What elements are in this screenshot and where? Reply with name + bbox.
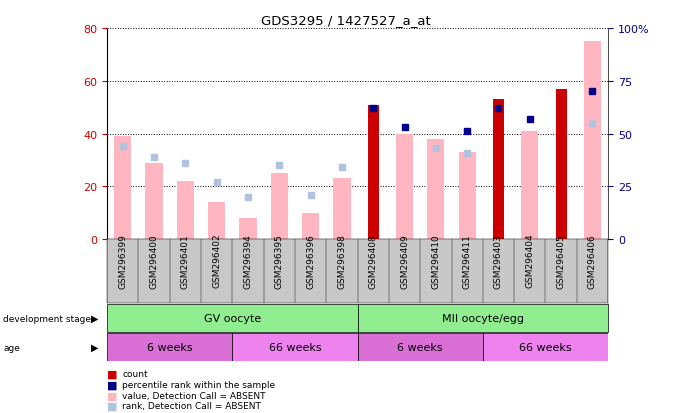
Text: ▶: ▶ [91,313,99,323]
Bar [146,163,162,240]
Text: GDS3295 / 1427527_a_at: GDS3295 / 1427527_a_at [261,14,430,27]
Bar [556,90,567,240]
Bar [427,140,444,240]
Bar [208,203,225,240]
Bar [521,132,538,240]
Bar [358,333,483,361]
Text: 6 weeks: 6 weeks [397,342,443,352]
Bar [114,137,131,240]
Bar [271,174,288,240]
Bar [493,100,504,240]
Text: MII oocyte/egg: MII oocyte/egg [442,313,524,323]
Text: development stage: development stage [3,314,91,323]
Text: count: count [122,369,148,378]
Bar [483,333,608,361]
Text: ■: ■ [107,380,117,389]
Bar [333,179,350,240]
Bar [107,333,232,361]
Text: 66 weeks: 66 weeks [519,342,571,352]
Bar [584,42,601,240]
Bar [459,153,476,240]
Text: value, Detection Call = ABSENT: value, Detection Call = ABSENT [122,391,266,400]
Bar [232,333,358,361]
Text: ■: ■ [107,390,117,400]
Text: 66 weeks: 66 weeks [269,342,321,352]
Bar [302,213,319,240]
Bar [368,105,379,240]
Text: GV oocyte: GV oocyte [204,313,261,323]
Bar [239,218,256,240]
Text: ■: ■ [107,401,117,411]
Text: ▶: ▶ [91,342,99,352]
Text: age: age [3,343,20,352]
Bar [396,134,413,240]
Text: percentile rank within the sample: percentile rank within the sample [122,380,276,389]
Bar [177,182,194,240]
Bar [107,304,358,332]
Bar [358,304,608,332]
Text: rank, Detection Call = ABSENT: rank, Detection Call = ABSENT [122,401,261,411]
Text: 6 weeks: 6 weeks [147,342,193,352]
Text: ■: ■ [107,369,117,379]
